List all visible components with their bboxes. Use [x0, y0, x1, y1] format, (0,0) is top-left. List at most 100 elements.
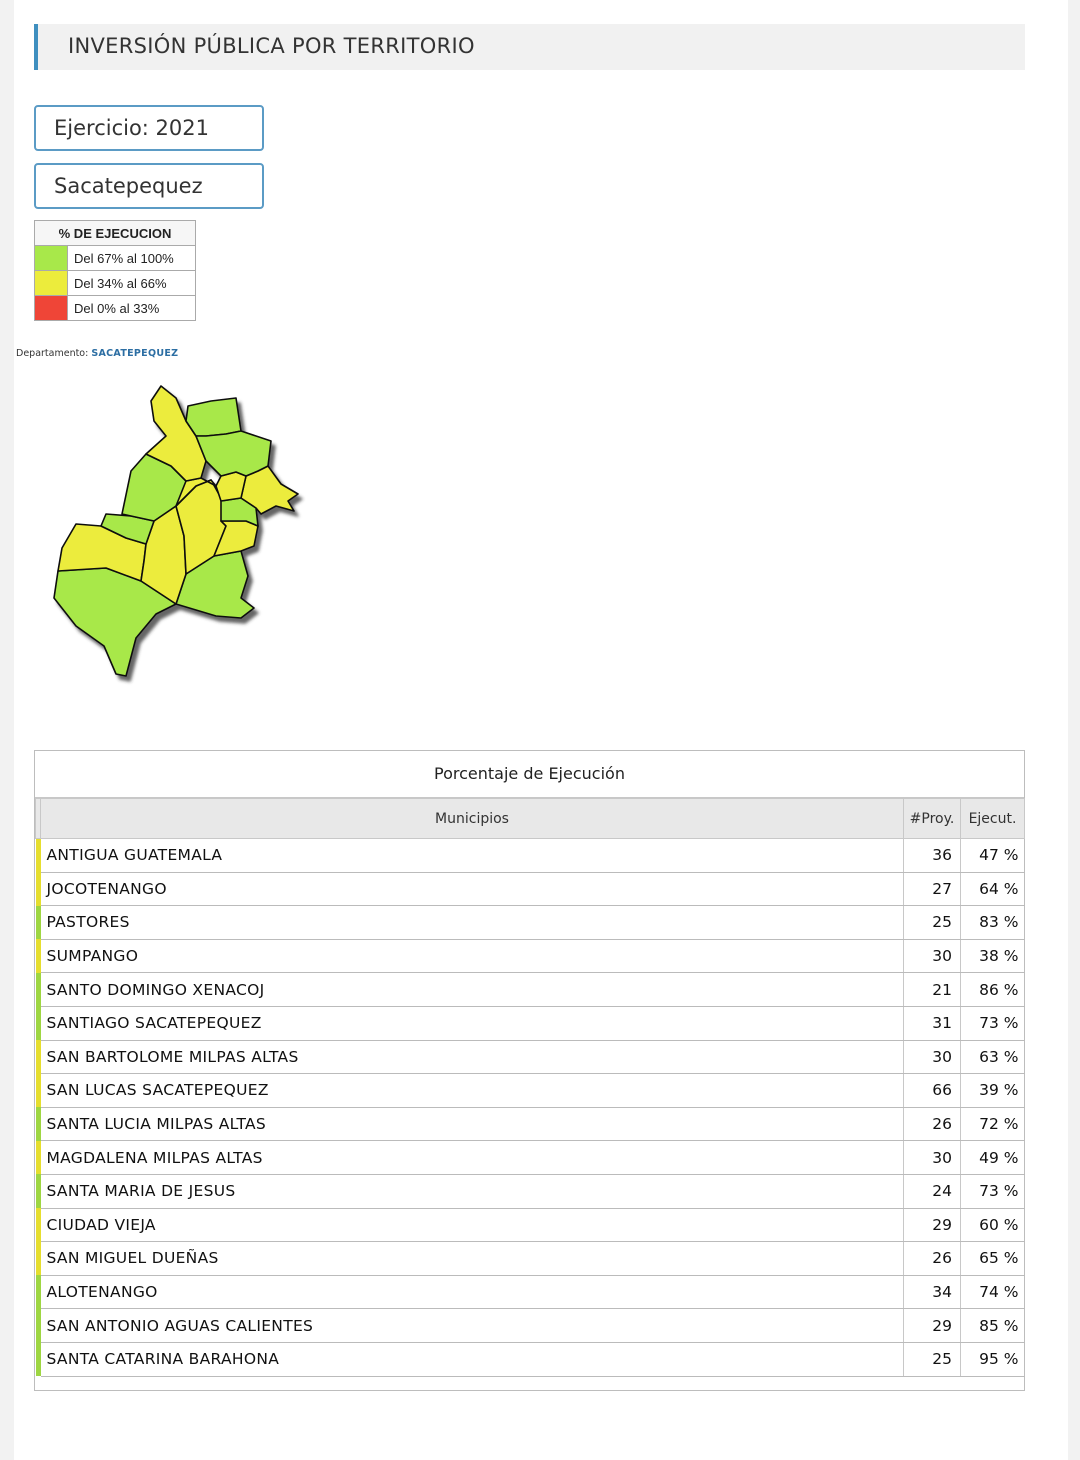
execution-percent: 95 %	[960, 1341, 1025, 1377]
execution-percent: 73 %	[960, 1173, 1025, 1209]
project-count: 26	[903, 1241, 961, 1276]
municipio-name: SANTIAGO SACATEPEQUEZ	[40, 1005, 904, 1041]
row-status-bar	[35, 839, 41, 873]
row-status-bar	[35, 972, 41, 1007]
department-map	[53, 385, 299, 677]
legend-label-high: Del 67% al 100%	[67, 245, 196, 271]
legend-swatch-low	[34, 295, 68, 321]
table-row[interactable]: SANTIAGO SACATEPEQUEZ 31 73 %	[35, 1005, 1025, 1041]
row-status-bar	[35, 1140, 41, 1175]
project-count: 27	[903, 871, 961, 907]
execution-table-panel: Porcentaje de Ejecución Municipios #Proy…	[34, 750, 1025, 1391]
row-status-bar	[35, 1275, 41, 1309]
execution-percent: 73 %	[960, 1005, 1025, 1041]
municipio-name: SANTO DOMINGO XENACOJ	[40, 972, 904, 1007]
table-row[interactable]: SAN MIGUEL DUEÑAS 26 65 %	[35, 1241, 1025, 1276]
execution-table: Municipios #Proy. Ejecut. ANTIGUA GUATEM…	[35, 798, 1025, 1377]
project-count: 30	[903, 938, 961, 974]
legend-label-low: Del 0% al 33%	[67, 295, 196, 321]
row-status-bar	[35, 905, 41, 940]
project-count: 66	[903, 1073, 961, 1108]
row-status-bar	[35, 1241, 41, 1276]
execution-percent: 74 %	[960, 1274, 1025, 1310]
project-count: 34	[903, 1274, 961, 1310]
page-header: INVERSIÓN PÚBLICA POR TERRITORIO	[34, 24, 1025, 70]
municipio-name: SAN ANTONIO AGUAS CALIENTES	[40, 1308, 904, 1343]
table-row[interactable]: ANTIGUA GUATEMALA 36 47 %	[35, 838, 1025, 873]
project-count: 25	[903, 1341, 961, 1377]
row-status-bar	[35, 1006, 41, 1041]
municipio-name: ANTIGUA GUATEMALA	[40, 838, 904, 873]
municipio-name: SAN BARTOLOME MILPAS ALTAS	[40, 1039, 904, 1075]
project-count: 21	[903, 972, 961, 1007]
table-row[interactable]: MAGDALENA MILPAS ALTAS 30 49 %	[35, 1140, 1025, 1175]
municipio-name: SANTA CATARINA BARAHONA	[40, 1341, 904, 1377]
legend-title: % DE EJECUCION	[34, 220, 196, 246]
execution-legend: % DE EJECUCION Del 67% al 100% Del 34% a…	[34, 220, 196, 321]
table-row[interactable]: SANTA CATARINA BARAHONA 25 95 %	[35, 1341, 1025, 1377]
map-department-prefix: Departamento:	[16, 348, 92, 359]
execution-percent: 39 %	[960, 1073, 1025, 1108]
project-count: 30	[903, 1039, 961, 1075]
project-count: 31	[903, 1005, 961, 1041]
map-region-sumpango[interactable]	[145, 385, 207, 482]
table-row[interactable]: SAN BARTOLOME MILPAS ALTAS 30 63 %	[35, 1039, 1025, 1075]
project-count: 36	[903, 838, 961, 873]
municipio-name: SAN LUCAS SACATEPEQUEZ	[40, 1073, 904, 1108]
execution-percent: 86 %	[960, 972, 1025, 1007]
execution-percent: 64 %	[960, 871, 1025, 907]
execution-percent: 72 %	[960, 1106, 1025, 1142]
municipio-name: PASTORES	[40, 905, 904, 940]
legend-swatch-mid	[34, 270, 68, 296]
table-row[interactable]: SANTA MARIA DE JESUS 24 73 %	[35, 1173, 1025, 1209]
execution-percent: 85 %	[960, 1308, 1025, 1343]
project-count: 30	[903, 1140, 961, 1175]
row-status-bar	[35, 1073, 41, 1108]
map-region-santa-catarina[interactable]	[195, 430, 272, 477]
execution-percent: 65 %	[960, 1241, 1025, 1276]
execution-percent: 38 %	[960, 938, 1025, 974]
table-row[interactable]: ALOTENANGO 34 74 %	[35, 1274, 1025, 1310]
execution-percent: 63 %	[960, 1039, 1025, 1075]
municipio-name: SANTA LUCIA MILPAS ALTAS	[40, 1106, 904, 1142]
table-row[interactable]: SAN ANTONIO AGUAS CALIENTES 29 85 %	[35, 1308, 1025, 1343]
municipio-name: MAGDALENA MILPAS ALTAS	[40, 1140, 904, 1175]
row-status-bar	[35, 1308, 41, 1343]
municipio-name: JOCOTENANGO	[40, 871, 904, 907]
municipio-name: SANTA MARIA DE JESUS	[40, 1173, 904, 1209]
row-status-bar	[35, 1040, 41, 1074]
legend-label-mid: Del 34% al 66%	[67, 270, 196, 296]
municipio-name: CIUDAD VIEJA	[40, 1207, 904, 1243]
table-row[interactable]: SUMPANGO 30 38 %	[35, 938, 1025, 974]
project-count: 25	[903, 905, 961, 940]
table-row[interactable]: JOCOTENANGO 27 64 %	[35, 871, 1025, 907]
row-status-bar	[35, 1107, 41, 1141]
row-status-bar	[35, 939, 41, 973]
header-municipios[interactable]: Municipios	[40, 798, 904, 839]
execution-percent: 47 %	[960, 838, 1025, 873]
table-row[interactable]: SANTA LUCIA MILPAS ALTAS 26 72 %	[35, 1106, 1025, 1142]
year-selector[interactable]: Ejercicio: 2021	[34, 105, 264, 151]
row-status-bar	[35, 1342, 41, 1376]
execution-percent: 60 %	[960, 1207, 1025, 1243]
header-proyectos[interactable]: #Proy.	[903, 798, 961, 839]
execution-percent: 49 %	[960, 1140, 1025, 1175]
row-status-bar	[35, 1208, 41, 1242]
page-title: INVERSIÓN PÚBLICA POR TERRITORIO	[68, 34, 475, 58]
row-status-bar	[35, 872, 41, 906]
map-region-pastores[interactable]	[185, 397, 242, 437]
map-department-name: SACATEPEQUEZ	[91, 348, 179, 359]
department-selector[interactable]: Sacatepequez	[34, 163, 264, 209]
table-row[interactable]: SANTO DOMINGO XENACOJ 21 86 %	[35, 972, 1025, 1007]
legend-swatch-high	[34, 245, 68, 271]
project-count: 29	[903, 1308, 961, 1343]
row-status-bar	[35, 1174, 41, 1209]
header-ejecucion[interactable]: Ejecut.	[960, 798, 1025, 839]
table-row[interactable]: CIUDAD VIEJA 29 60 %	[35, 1207, 1025, 1243]
municipio-name: ALOTENANGO	[40, 1274, 904, 1310]
table-title: Porcentaje de Ejecución	[35, 751, 1024, 798]
project-count: 24	[903, 1173, 961, 1209]
project-count: 29	[903, 1207, 961, 1243]
table-row[interactable]: SAN LUCAS SACATEPEQUEZ 66 39 %	[35, 1073, 1025, 1108]
table-row[interactable]: PASTORES 25 83 %	[35, 905, 1025, 940]
